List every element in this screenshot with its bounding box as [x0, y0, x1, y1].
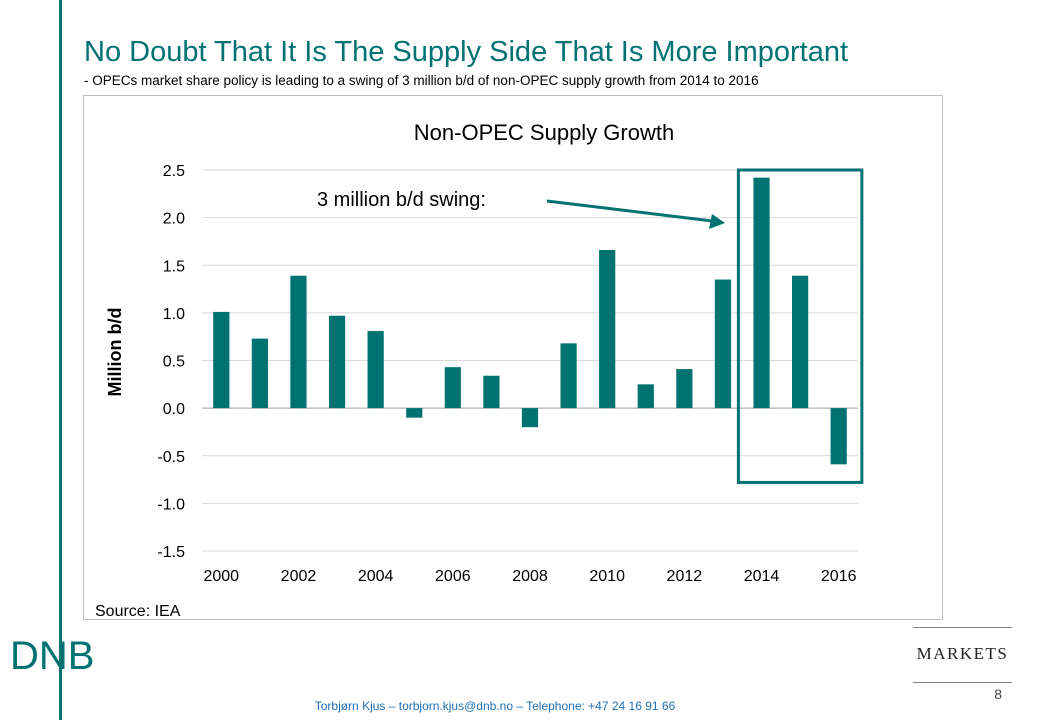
- x-tick-label: 2000: [203, 568, 239, 585]
- brand-vertical-line: [59, 0, 62, 720]
- bar-2003: [328, 315, 346, 409]
- markets-rule-bottom: [913, 682, 1012, 683]
- bar-2006: [444, 367, 461, 409]
- annotation-arrow-line: [546, 199, 713, 223]
- annotation-arrow-head: [709, 214, 725, 229]
- y-tick-label: 2.5: [163, 163, 185, 180]
- y-axis-label: Million b/d: [105, 308, 125, 397]
- annotation-text: 3 million b/d swing:: [317, 189, 486, 211]
- dnb-logo-text: DNB: [10, 634, 94, 678]
- bar-2000: [213, 311, 230, 409]
- bar-2004: [367, 330, 384, 409]
- markets-label: MARKETS: [916, 644, 1009, 663]
- bar-2008: [521, 408, 539, 428]
- y-tick-label: 0.5: [163, 354, 185, 371]
- source-note: Source: IEA: [95, 603, 181, 620]
- y-tick-label: -1.0: [157, 496, 185, 513]
- bar-2015: [792, 275, 809, 409]
- axis-layer: 2.5 2.0 1.5 1.0 0.5 0.0 -0.5 -1.0 -1.5 2000 2002 20…: [157, 163, 856, 585]
- page-number: 8: [994, 686, 1002, 702]
- dnb-logo: DNB: [10, 634, 94, 678]
- markets-rule-top: [913, 627, 1012, 628]
- y-tick-label: 0.0: [163, 401, 185, 418]
- bar-2009: [560, 343, 577, 409]
- bar-2013: [714, 279, 732, 409]
- x-tick-label: 2014: [744, 568, 780, 585]
- x-tick-label: 2008: [512, 568, 548, 585]
- x-tick-label: 2002: [281, 568, 317, 585]
- slide-title: No Doubt That It Is The Supply Side That…: [84, 36, 849, 68]
- chart-frame: 2.5 2.0 1.5 1.0 0.5 0.0 -0.5 -1.0 -1.5 2000 2002 20…: [83, 95, 943, 620]
- x-tick-label: 2004: [358, 568, 394, 585]
- bar-layer: [213, 177, 847, 465]
- bar-2001: [251, 338, 268, 409]
- bar-2002: [290, 275, 307, 409]
- bar-2010: [599, 250, 616, 409]
- bar-2012: [676, 369, 693, 409]
- x-tick-label: 2010: [589, 568, 625, 585]
- bar-2014: [753, 177, 770, 409]
- bar-2011: [637, 384, 654, 409]
- y-tick-label: 2.0: [163, 211, 185, 228]
- bar-2007: [483, 375, 500, 409]
- y-tick-label: -0.5: [157, 449, 185, 466]
- x-tick-label: 2016: [821, 568, 857, 585]
- supply-growth-chart: 2.5 2.0 1.5 1.0 0.5 0.0 -0.5 -1.0 -1.5 2000 2002 20…: [95, 120, 864, 620]
- footer-contact: Torbjørn Kjus – torbjorn.kjus@dnb.no – T…: [314, 699, 676, 713]
- slide-subtitle: - OPECs market share policy is leading t…: [84, 73, 759, 88]
- highlight-box: [736, 168, 864, 484]
- bar-2016: [830, 408, 847, 465]
- y-tick-label: 1.5: [163, 258, 185, 275]
- bar-2005: [406, 408, 423, 418]
- x-tick-label: 2006: [435, 568, 471, 585]
- chart-title: Non-OPEC Supply Growth: [414, 120, 674, 145]
- y-tick-label: 1.0: [163, 306, 185, 323]
- y-tick-label: -1.5: [157, 544, 185, 561]
- x-tick-label: 2012: [667, 568, 703, 585]
